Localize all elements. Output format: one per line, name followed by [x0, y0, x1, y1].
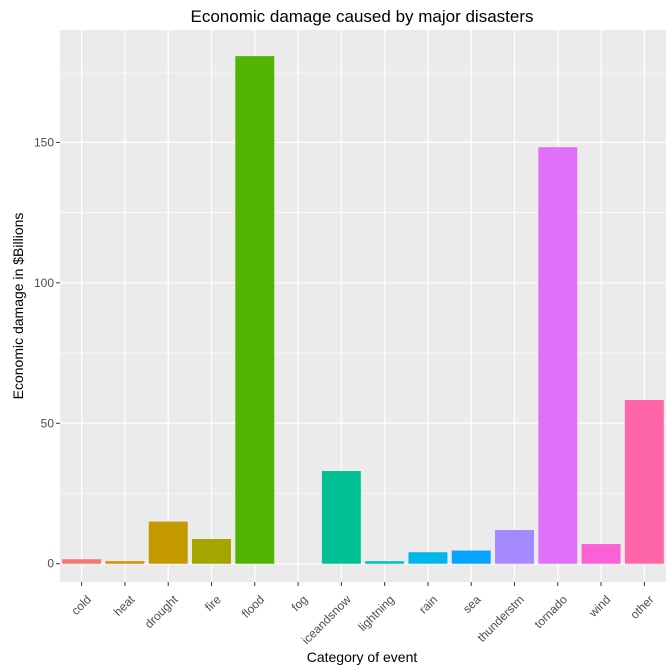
bar-iceandsnow	[321, 471, 361, 564]
bar-heat	[105, 561, 145, 564]
bar-wind	[581, 544, 621, 564]
bar-tornado	[538, 147, 578, 564]
x-tick-label-sea: sea	[460, 592, 484, 616]
x-axis-title: Category of event	[307, 649, 418, 665]
bars	[62, 56, 664, 564]
x-tick-label-thunderstm: thunderstm	[474, 592, 526, 644]
x-tick-label-cold: cold	[69, 592, 94, 617]
x-tick-label-fire: fire	[202, 592, 224, 614]
y-tick-label: 50	[41, 416, 55, 430]
bar-thunderstm	[495, 530, 534, 564]
x-tick-label-other: other	[627, 592, 656, 621]
y-tick-label: 100	[34, 276, 54, 290]
bar-fire	[192, 539, 231, 564]
x-tick-label-lightning: lightning	[355, 592, 397, 634]
bar-rain	[408, 552, 448, 564]
x-tick-label-drought: drought	[142, 592, 181, 631]
bar-drought	[148, 521, 188, 564]
bar-lightning	[365, 561, 405, 564]
bar-sea	[451, 550, 491, 564]
x-tick-label-rain: rain	[416, 592, 440, 616]
y-axis: 0 50 100 150	[34, 135, 60, 571]
x-tick-label-flood: flood	[239, 592, 267, 620]
y-tick-label: 0	[47, 557, 54, 571]
bar-other	[624, 399, 664, 564]
bar-flood	[235, 56, 275, 564]
x-tick-label-wind: wind	[585, 592, 613, 620]
bar-cold	[62, 559, 102, 564]
x-tick-label-fog: fog	[289, 592, 311, 614]
y-tick-label: 150	[34, 135, 54, 149]
x-tick-label-tornado: tornado	[531, 592, 570, 631]
chart-title: Economic damage caused by major disaster…	[191, 7, 534, 26]
x-tick-label-heat: heat	[111, 592, 138, 619]
y-axis-title: Economic damage in $Billions	[10, 213, 26, 400]
